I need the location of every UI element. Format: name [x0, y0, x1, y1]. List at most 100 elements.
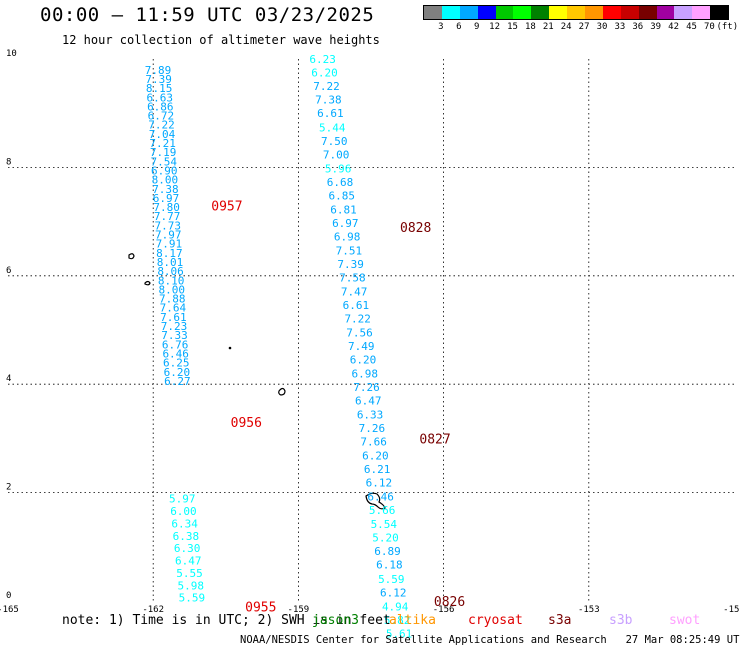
wave-height-value: 7.39: [337, 258, 364, 271]
wave-height-value: 6.20: [350, 354, 377, 367]
wave-height-value: 6.12: [380, 586, 407, 599]
colorbar-label: 12: [489, 22, 501, 32]
colorbar-label: 39: [650, 22, 662, 32]
colorbar-swatch: [495, 6, 514, 19]
wave-height-value: 7.54: [150, 155, 177, 168]
colorbar-swatch: [441, 6, 460, 19]
wave-height-value: 7.56: [346, 326, 373, 339]
colorbar-swatch: [656, 6, 675, 19]
wave-height-value: 7.89: [145, 64, 172, 77]
wave-height-value: 5.97: [169, 493, 196, 506]
wave-height-value: 7.21: [149, 137, 176, 150]
colorbar-label: 45: [686, 22, 697, 32]
colorbar-label: 24: [560, 22, 572, 32]
longitude-tick-label: -165: [0, 605, 19, 615]
colorbar-label: 3: [438, 22, 444, 32]
island-outline: [278, 387, 286, 396]
island-outline: [365, 492, 386, 510]
wave-height-value: 6.47: [175, 555, 202, 568]
colorbar-swatch: [692, 6, 711, 19]
legend-entry-s3a: s3a: [548, 613, 572, 628]
latitude-tick-label: 6: [6, 266, 11, 276]
wave-height-value: 7.51: [336, 244, 363, 257]
wave-height-value: 7.38: [152, 183, 179, 196]
wave-height-value: 7.97: [155, 229, 182, 242]
wave-height-value: 6.85: [329, 190, 356, 203]
wave-height-value: 6.98: [334, 231, 361, 244]
wave-height-value: 7.23: [161, 320, 188, 333]
colorbar-label: (ft): [716, 22, 739, 32]
colorbar-swatch: [459, 6, 478, 19]
credit-line: NOAA/NESDIS Center for Satellite Applica…: [240, 634, 740, 646]
map-subtitle: 12 hour collection of altimeter wave hei…: [62, 33, 380, 47]
colorbar-swatch: [477, 6, 496, 19]
wave-height-value: 6.61: [317, 107, 344, 120]
colorbar-label: 9: [473, 22, 480, 32]
longitude-tick-label: -150: [723, 605, 740, 615]
wave-height-value: 7.04: [149, 128, 176, 141]
colorbar-swatch: [549, 6, 568, 19]
latitude-tick-label: 0: [6, 591, 11, 601]
wave-height-value: 8.00: [158, 283, 185, 296]
legend-entry-swot: swot: [669, 613, 701, 628]
wave-height-value: 6.61: [343, 299, 370, 312]
colorbar-label: 36: [632, 22, 644, 32]
latitude-tick-label: 2: [6, 483, 11, 493]
colorbar-label: 27: [578, 22, 590, 32]
wave-height-value: 8.10: [158, 274, 185, 287]
wave-height-value: 6.00: [170, 505, 197, 518]
wave-height-value: 6.25: [163, 357, 190, 370]
map-title: 00:00 – 11:59 UTC 03/23/2025: [40, 4, 375, 26]
longitude-tick-label: -153: [578, 605, 600, 615]
wave-height-value: 5.66: [369, 504, 396, 517]
island-outline: [128, 253, 135, 260]
colorbar-swatch: [567, 6, 586, 19]
colorbar-swatch: [513, 6, 532, 19]
wave-height-value: 6.12: [366, 477, 393, 490]
wave-height-value: 7.50: [321, 135, 348, 148]
wave-height-value: 6.46: [162, 347, 189, 360]
longitude-tick-label: -159: [288, 605, 310, 615]
pass-time-label: 0957: [211, 199, 242, 214]
latitude-tick-label: 4: [6, 374, 11, 384]
wave-height-value: 6.98: [352, 367, 379, 380]
wave-height-value: 6.97: [332, 217, 359, 230]
wave-height-value: 6.90: [151, 164, 178, 177]
wave-height-value: 6.21: [364, 463, 391, 476]
wave-height-value: 6.18: [376, 559, 403, 572]
wave-height-value: 6.47: [355, 395, 382, 408]
wave-height-value: 7.39: [145, 73, 172, 86]
wave-height-value: 5.82: [384, 614, 411, 627]
wave-height-value: 6.20: [362, 449, 389, 462]
wave-height-value: 7.88: [159, 293, 186, 306]
wave-height-value: 6.34: [171, 517, 198, 530]
wave-height-value: 7.19: [150, 146, 177, 159]
wave-height-value: 6.27: [164, 375, 191, 388]
wave-height-value: 7.22: [148, 119, 175, 132]
wave-height-value: 5.55: [176, 567, 203, 580]
colorbar-swatch: [620, 6, 639, 19]
wave-height-value: 7.80: [153, 201, 180, 214]
colorbar-swatch: [531, 6, 550, 19]
wave-height-value: 7.38: [315, 94, 342, 107]
wave-height-value: 6.97: [153, 192, 180, 205]
wave-height-value: 5.54: [371, 518, 398, 531]
wave-height-value: 5.59: [378, 573, 405, 586]
wave-height-value: 6.23: [309, 53, 336, 66]
wave-height-value: 5.61: [386, 628, 413, 641]
wave-height-value: 7.22: [344, 313, 371, 326]
wave-height-value: 6.33: [357, 408, 384, 421]
wave-height-value: 8.00: [152, 174, 179, 187]
wave-height-value: 8.15: [146, 82, 173, 95]
colorbar-label: 42: [668, 22, 680, 32]
wave-height-value: 8.06: [157, 265, 184, 278]
wave-height-value: 5.44: [319, 121, 346, 134]
wave-height-value: 5.96: [325, 162, 352, 175]
footnote: note: 1) Time is in UTC; 2) SWH is in fe…: [62, 613, 391, 628]
wave-height-value: 5.20: [372, 532, 399, 545]
colorbar-label: 70: [703, 22, 715, 32]
pass-time-label: 0826: [434, 595, 465, 610]
wave-height-value: 6.76: [162, 338, 189, 351]
wave-height-value: 7.26: [353, 381, 380, 394]
pass-time-label: 0827: [419, 432, 450, 447]
